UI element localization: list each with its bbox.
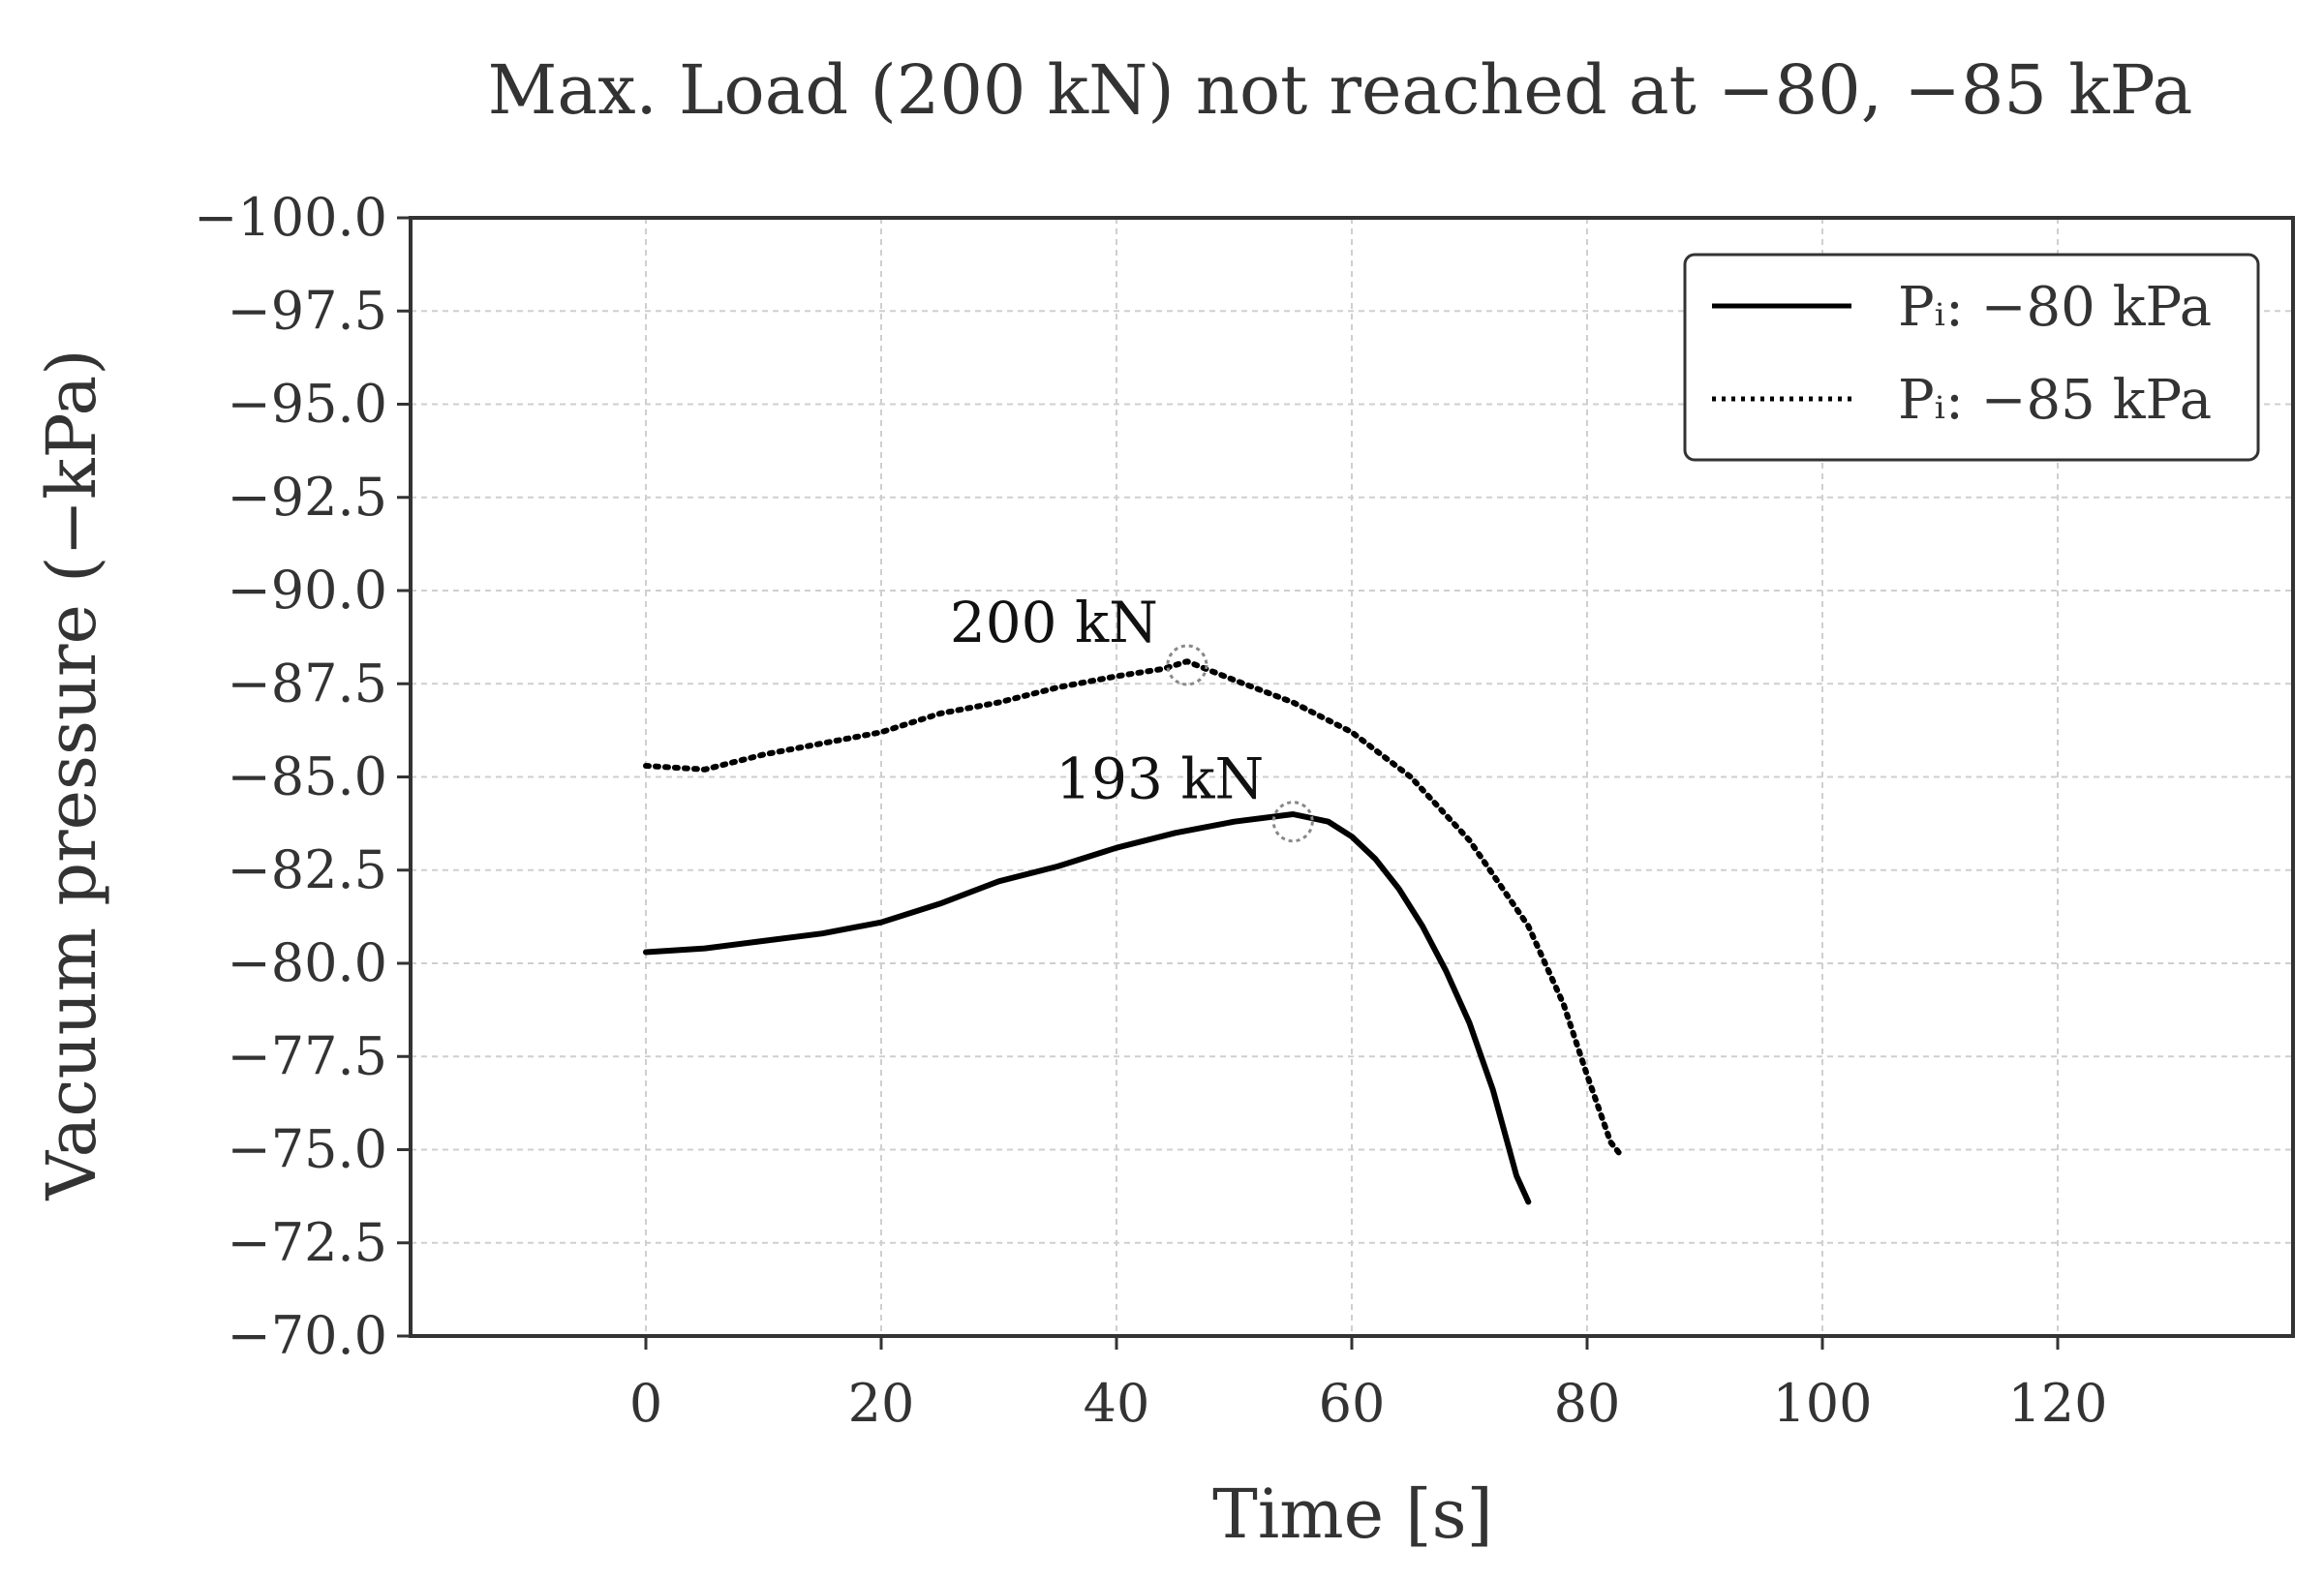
x-tick-label: 120 <box>2007 1373 2107 1434</box>
y-tick-label: −82.5 <box>228 839 387 900</box>
y-tick-label: −72.5 <box>228 1212 387 1273</box>
y-tick-label: −77.5 <box>228 1025 387 1086</box>
y-tick-label: −85.0 <box>228 746 387 807</box>
x-tick-label: 60 <box>1319 1373 1386 1434</box>
y-tick-label: −100.0 <box>194 187 387 248</box>
y-tick-label: −75.0 <box>228 1119 387 1180</box>
legend-label-series-1: Pᵢ: −80 kPa <box>1898 276 2212 339</box>
y-tick-label: −92.5 <box>228 467 387 528</box>
annotation-label-1: 200 kN <box>950 590 1158 655</box>
annotation-marker-2 <box>1271 801 1314 843</box>
y-tick-label: −80.0 <box>228 932 387 993</box>
annotations: 200 kN 193 kN <box>950 590 1314 843</box>
x-tick-label: 0 <box>629 1373 662 1434</box>
annotation-marker-1 <box>1166 644 1208 686</box>
y-tick-label: −87.5 <box>228 653 387 714</box>
x-tick-label: 20 <box>848 1373 915 1434</box>
y-tick-label: −95.0 <box>228 374 387 435</box>
x-ticks: 0 20 40 60 80 100 120 <box>629 1336 2108 1434</box>
chart-title: Max. Load (200 kN) not reached at −80, −… <box>488 50 2193 130</box>
series-line-2 <box>643 658 1626 1161</box>
y-tick-label: −90.0 <box>228 560 387 621</box>
y-tick-label: −97.5 <box>228 280 387 341</box>
plot-lines <box>643 658 1626 1205</box>
y-axis-label: Vacuum pressure (−kPa) <box>32 349 111 1201</box>
y-tick-label: −70.0 <box>228 1305 387 1366</box>
annotation-label-2: 193 kN <box>1055 746 1264 812</box>
x-tick-label: 80 <box>1554 1373 1621 1434</box>
x-tick-label: 100 <box>1772 1373 1872 1434</box>
legend-label-series-2: Pᵢ: −85 kPa <box>1898 369 2212 432</box>
legend: Pᵢ: −80 kPa Pᵢ: −85 kPa <box>1683 253 2260 462</box>
series-line-1 <box>643 811 1532 1205</box>
y-ticks: −100.0 −97.5 −95.0 −92.5 −90.0 −87.5 −85.0 −82.… <box>194 187 411 1366</box>
x-tick-label: 40 <box>1084 1373 1150 1434</box>
x-axis-label: Time [s] <box>1212 1474 1493 1554</box>
